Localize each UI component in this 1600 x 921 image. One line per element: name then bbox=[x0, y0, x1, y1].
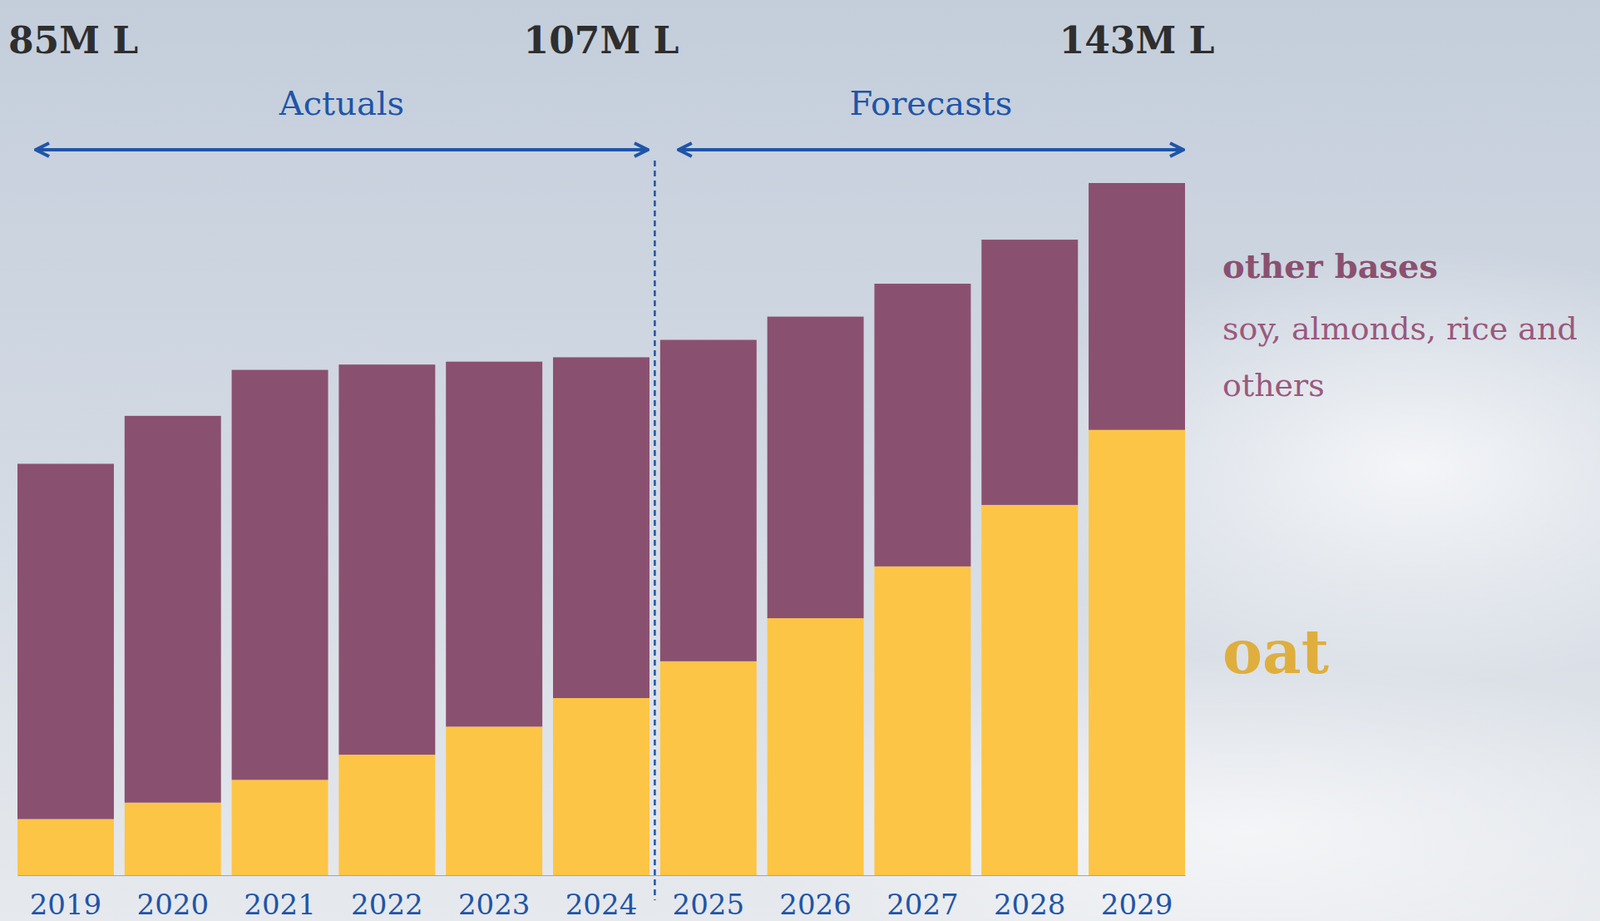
bar bbox=[445, 725, 543, 875]
tick: 2026 bbox=[779, 887, 852, 921]
tick-label: 2020 bbox=[137, 887, 210, 921]
bar bbox=[767, 316, 865, 618]
total-annotation: 143M L bbox=[1059, 19, 1215, 62]
total-annotation: 107M L bbox=[523, 19, 680, 62]
tick-label: 2023 bbox=[458, 887, 531, 921]
period-arrow bbox=[37, 148, 647, 152]
bar bbox=[445, 361, 543, 727]
bar bbox=[767, 617, 865, 875]
tick-label: 2029 bbox=[1101, 887, 1174, 921]
tick-label: 2021 bbox=[243, 887, 317, 921]
tick-label: 2027 bbox=[886, 887, 959, 921]
total-annotation: 85M L bbox=[8, 19, 139, 62]
bar bbox=[338, 364, 435, 755]
bar bbox=[17, 819, 114, 875]
tick: 2028 bbox=[993, 887, 1067, 921]
legend-description-line: soy, almonds, rice and bbox=[1222, 310, 1578, 347]
bar bbox=[124, 415, 222, 803]
period-label: Forecasts bbox=[849, 83, 1013, 123]
legend-description-line: others bbox=[1222, 366, 1325, 404]
bars bbox=[17, 182, 1186, 875]
tick: 2023 bbox=[458, 887, 531, 921]
tick: 2020 bbox=[137, 887, 210, 921]
legend-description: soy, almonds, rice and others bbox=[1222, 310, 1578, 404]
tick: 2024 bbox=[565, 887, 638, 921]
period-divider bbox=[653, 160, 657, 900]
bar bbox=[232, 779, 329, 875]
legend-label: oat bbox=[1222, 616, 1329, 687]
tick: 2027 bbox=[886, 887, 959, 921]
annotations: 85M L 107M L 143M L bbox=[8, 19, 1215, 62]
period-arrow bbox=[680, 148, 1182, 152]
series-bars bbox=[17, 182, 1186, 820]
bar bbox=[1088, 182, 1186, 430]
tick: 2021 bbox=[243, 887, 317, 921]
tick: 2025 bbox=[672, 887, 746, 921]
tick: 2022 bbox=[350, 887, 424, 921]
tick-label: 2022 bbox=[350, 887, 424, 921]
tick-label: 2024 bbox=[565, 887, 638, 921]
legend-label: other bases bbox=[1222, 246, 1438, 286]
bar bbox=[874, 566, 971, 875]
tick-label: 2025 bbox=[672, 887, 746, 921]
x-axis: 2019 2020 2021 2022 2023 2024 2025 2026 2027 2028… bbox=[18, 875, 1186, 921]
period-label: Actuals bbox=[278, 83, 405, 123]
tick-label: 2028 bbox=[993, 887, 1067, 921]
bar bbox=[981, 504, 1078, 875]
bar bbox=[981, 239, 1078, 505]
bar bbox=[338, 754, 435, 875]
bar bbox=[232, 370, 329, 781]
chart: 2019 2020 2021 2022 2023 2024 2025 2026 2027 2028… bbox=[0, 0, 1600, 921]
bar bbox=[17, 463, 114, 819]
tick-label: 2019 bbox=[29, 887, 103, 921]
tick-label: 2026 bbox=[779, 887, 852, 921]
periods: Actuals Forecasts bbox=[37, 83, 1182, 900]
legend: oat other bases soy, almonds, rice and othe… bbox=[1222, 246, 1578, 687]
bar bbox=[1088, 429, 1186, 875]
bar bbox=[660, 661, 757, 875]
tick: 2029 bbox=[1101, 887, 1174, 921]
bar bbox=[660, 340, 757, 662]
bar bbox=[874, 283, 971, 567]
bar bbox=[124, 802, 222, 875]
bar bbox=[553, 356, 650, 698]
stage: 2019 2020 2021 2022 2023 2024 2025 2026 2027 2028… bbox=[0, 0, 1600, 921]
bar bbox=[553, 697, 650, 875]
tick: 2019 bbox=[29, 887, 103, 921]
axis-line bbox=[18, 874, 1186, 876]
